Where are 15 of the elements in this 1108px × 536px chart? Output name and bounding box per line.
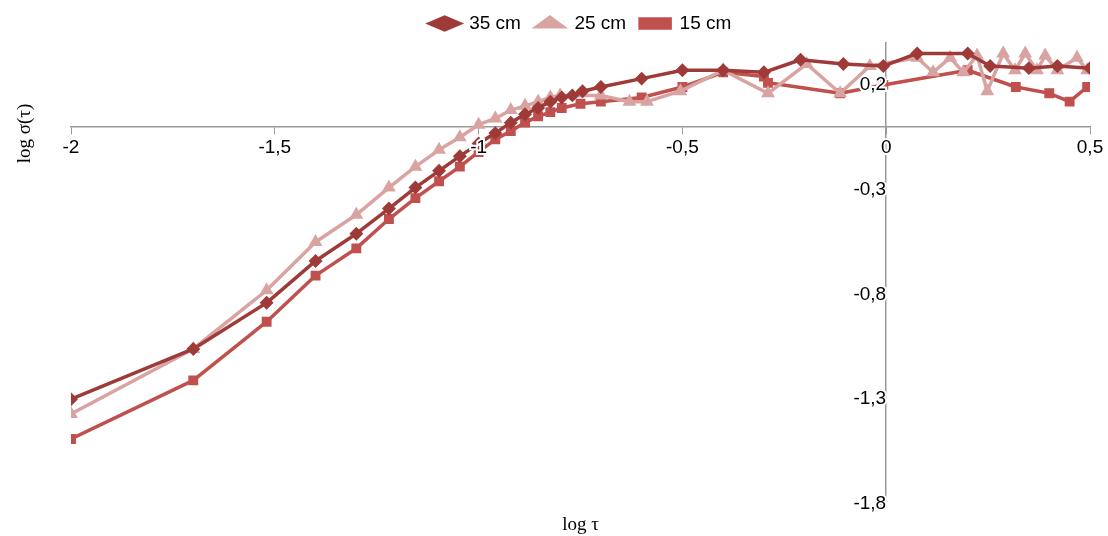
y-tick-label: -1,8 <box>853 492 887 514</box>
y-tick-label: -0,3 <box>853 177 887 199</box>
x-tick-label: -0,5 <box>666 136 699 158</box>
x-tick-label: -1 <box>470 136 488 158</box>
x-axis-title: log τ <box>562 513 600 534</box>
y-tick-label: -1,3 <box>853 387 887 409</box>
x-tick-label: -1,5 <box>258 136 292 158</box>
y-axis-title: log σ(τ) <box>13 103 35 164</box>
y-tick-label: -0,8 <box>853 282 887 304</box>
legend-label: 15 cm <box>679 11 732 33</box>
x-tick-label: 0,5 <box>1076 136 1104 158</box>
legend-label: 35 cm <box>469 11 521 33</box>
x-tick-label: -2 <box>62 136 80 158</box>
x-tick-label: 0 <box>880 136 892 158</box>
legend-label: 25 cm <box>574 11 627 33</box>
